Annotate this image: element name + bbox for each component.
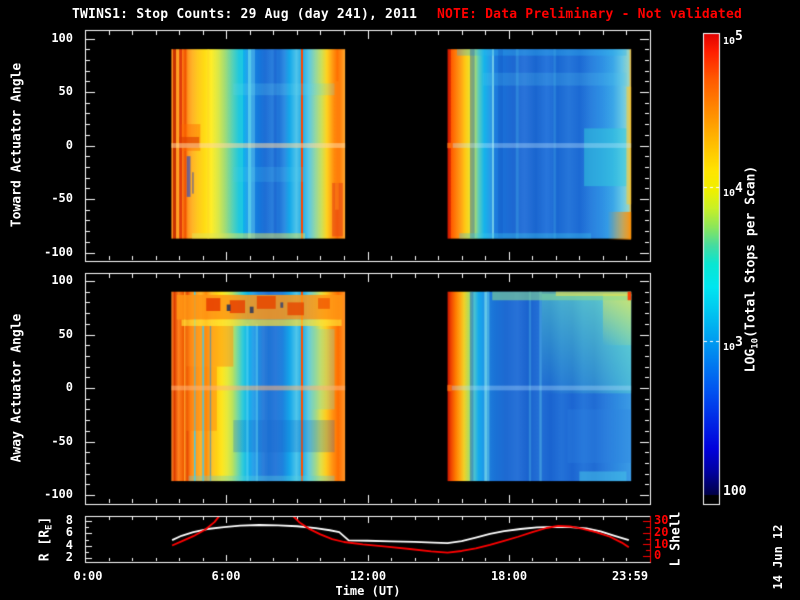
- r-tick-8: 8: [65, 513, 73, 527]
- cbar-tick-1e4-base: 10: [723, 188, 736, 199]
- cbar-tick-1e3: 103: [723, 335, 743, 353]
- xtick-2359: 23:59: [611, 569, 649, 583]
- cbar-tick-1e5-base: 10: [723, 36, 736, 47]
- l-tick-0: 0: [654, 548, 662, 562]
- datestamp: 14 Jun 12: [771, 524, 785, 590]
- colorbar-title-suffix: (Total Stops per Scan): [743, 165, 759, 338]
- colorbar-title-sub: 10: [750, 337, 761, 349]
- l-tick-20: 20: [654, 525, 669, 539]
- away-axis-label: Away Actuator Angle: [9, 313, 25, 463]
- toward-axis-label: Toward Actuator Angle: [9, 62, 25, 228]
- cbar-tick-1e5-exp: 5: [735, 29, 743, 44]
- r-tick-4: 4: [65, 538, 73, 552]
- toward-ytick-0: 0: [65, 138, 73, 152]
- r-tick-2: 2: [65, 550, 73, 564]
- away-ytick-m100: -100: [44, 487, 73, 501]
- colorbar-title-prefix: LOG: [743, 348, 759, 373]
- away-ytick-100: 100: [51, 273, 73, 287]
- toward-ytick-m100: -100: [44, 245, 73, 259]
- l-tick-30: 30: [654, 513, 669, 527]
- colorbar-title: LOG10(Total Stops per Scan): [744, 166, 761, 373]
- away-ytick-50: 50: [58, 327, 73, 341]
- xtick-0000: 0:00: [73, 569, 103, 583]
- cbar-tick-1e4-exp: 4: [735, 181, 743, 196]
- xtick-1200: 12:00: [349, 569, 387, 583]
- cbar-tick-1e5: 105: [723, 29, 743, 47]
- page-title: TWINS1: Stop Counts: 29 Aug (day 241), 2…: [72, 7, 418, 22]
- l-tick-10: 10: [654, 537, 669, 551]
- xtick-0600: 6:00: [211, 569, 241, 583]
- cbar-tick-100: 100: [723, 484, 746, 499]
- toward-ytick-100: 100: [51, 31, 73, 45]
- cbar-tick-100-base: 100: [723, 484, 747, 499]
- xtick-1800: 18:00: [490, 569, 528, 583]
- preliminary-note: NOTE: Data Preliminary - Not validated: [437, 7, 743, 22]
- cbar-tick-1e3-exp: 3: [735, 335, 743, 350]
- toward-ytick-m50: -50: [51, 191, 73, 205]
- away-ytick-m50: -50: [51, 434, 73, 448]
- toward-ytick-50: 50: [58, 84, 73, 98]
- away-ytick-0: 0: [65, 380, 73, 394]
- cbar-tick-1e3-base: 10: [723, 342, 736, 353]
- time-axis-label: Time (UT): [335, 584, 401, 598]
- r-tick-6: 6: [65, 525, 73, 539]
- cbar-tick-1e4: 104: [723, 181, 743, 199]
